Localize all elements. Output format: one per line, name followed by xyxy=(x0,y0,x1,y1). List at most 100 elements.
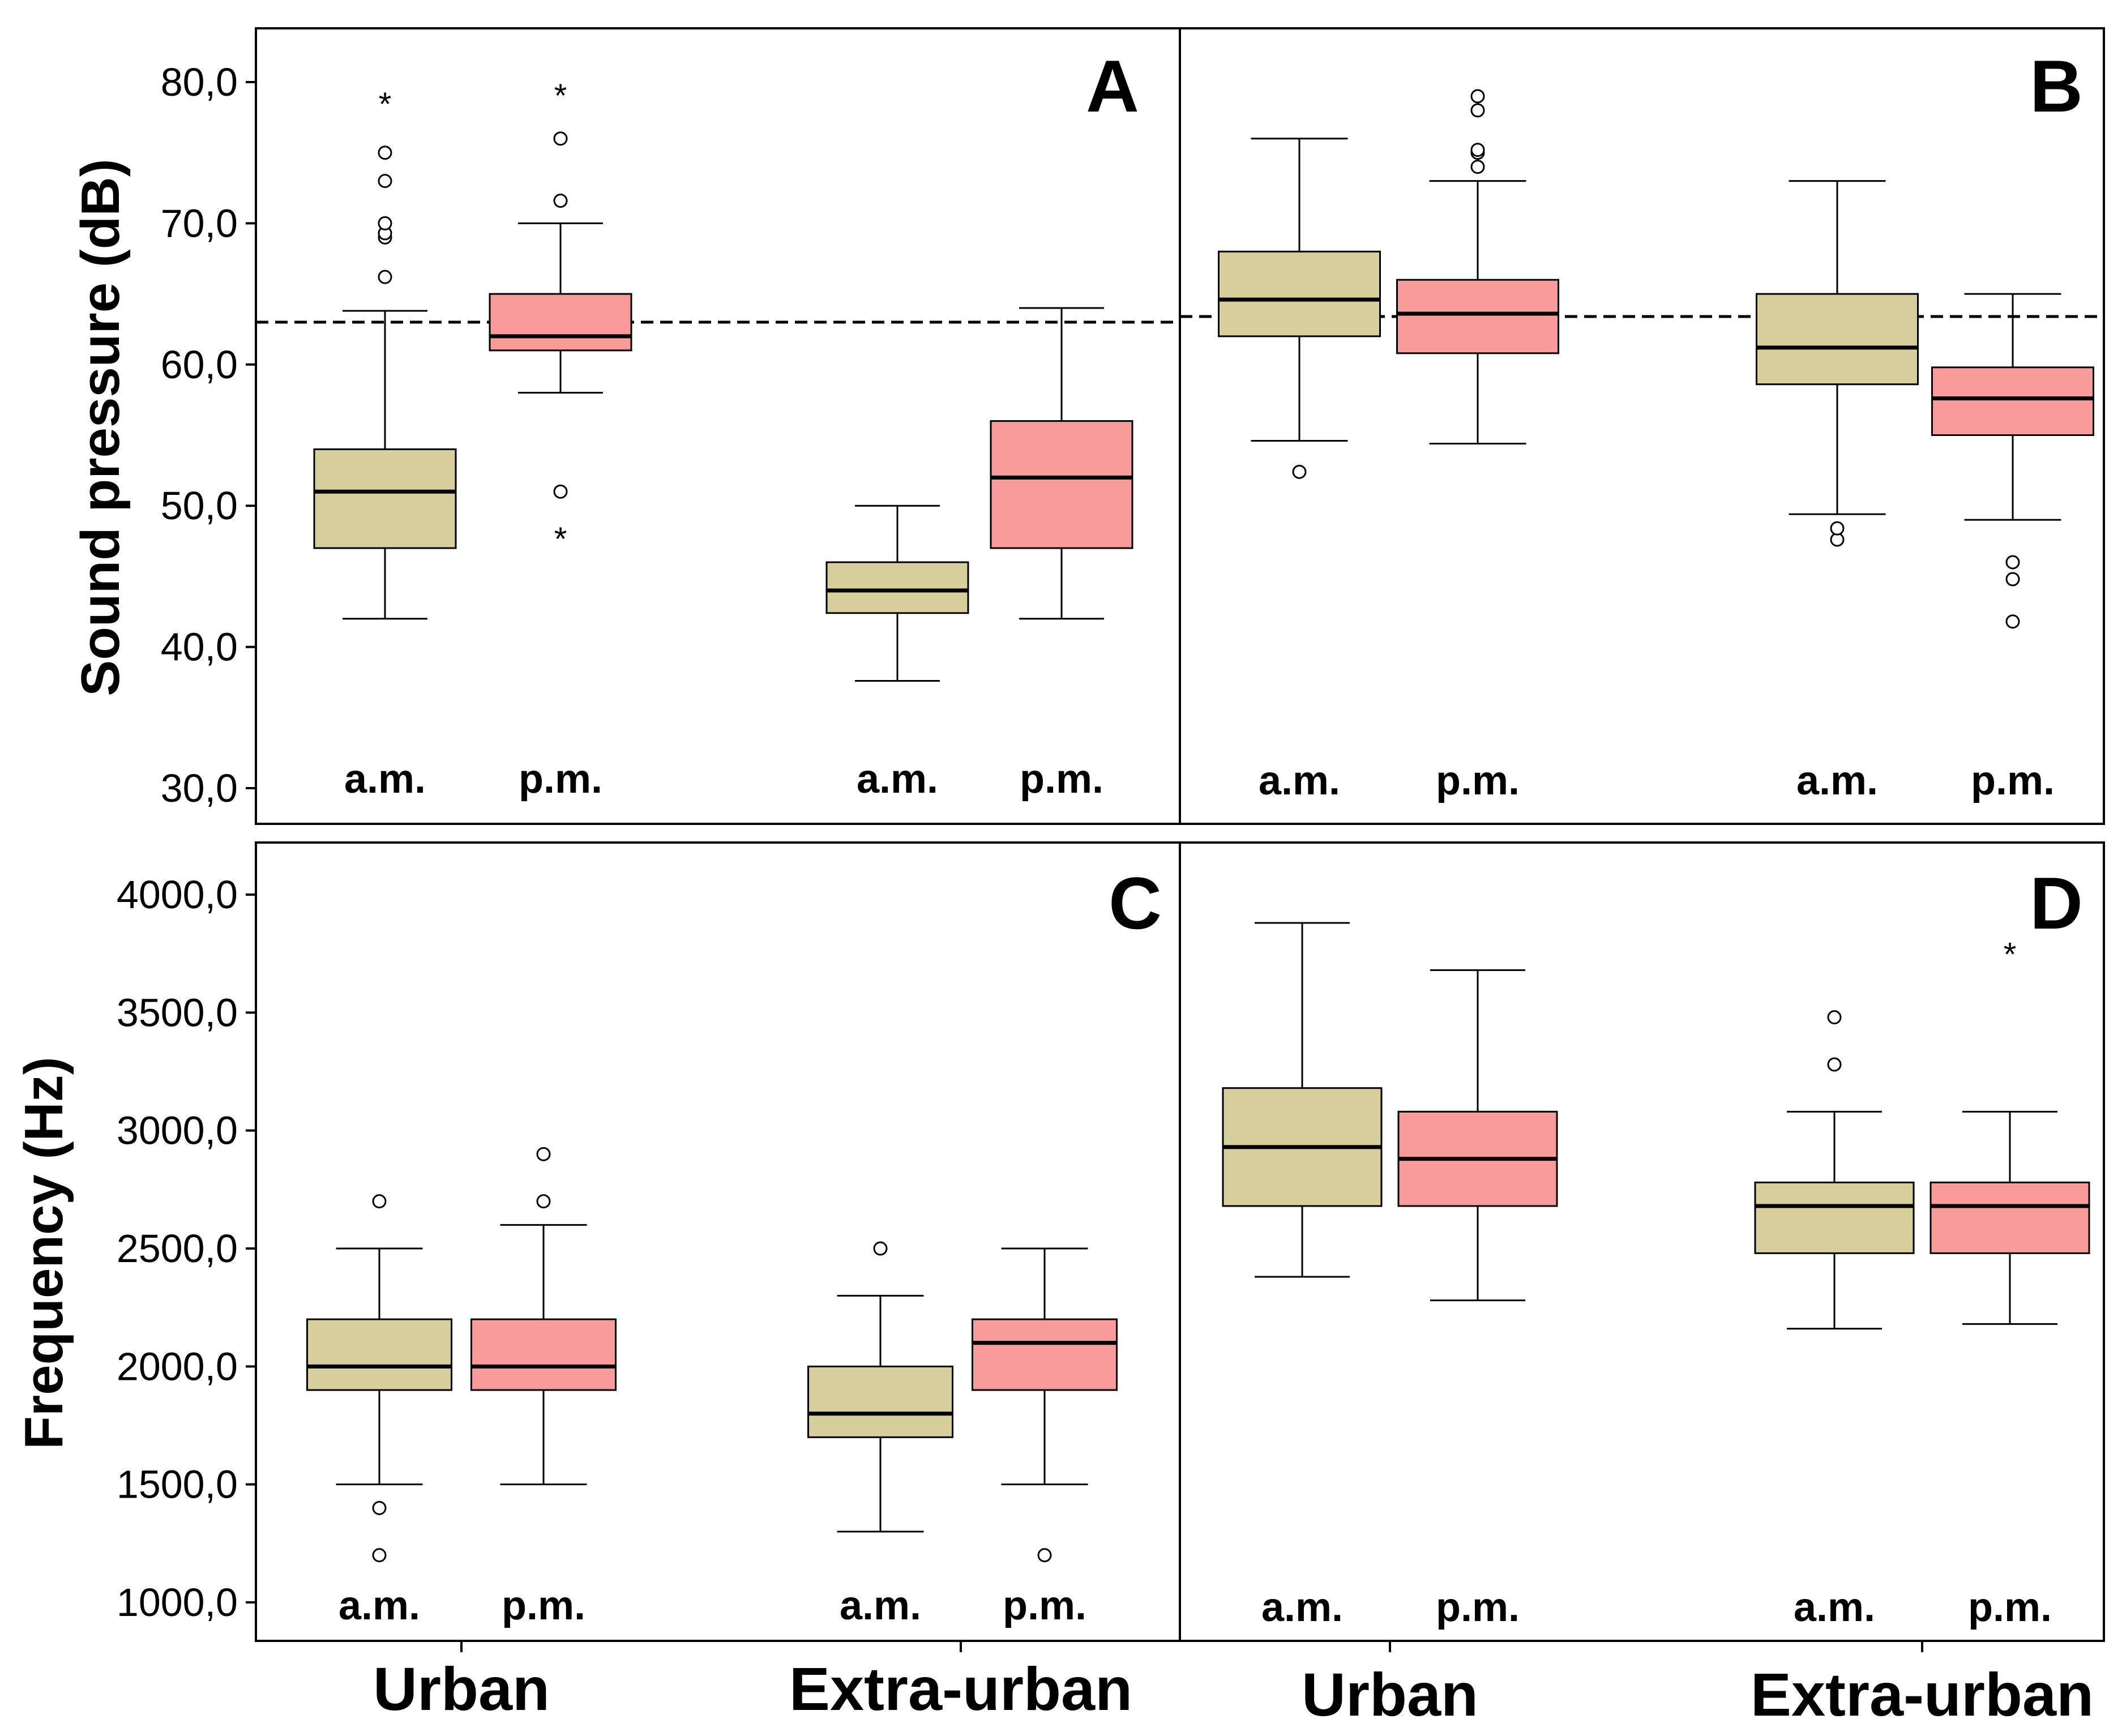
outlier-point xyxy=(1470,143,1485,157)
outlier-point xyxy=(2005,614,2020,629)
outlier-point xyxy=(1470,160,1485,174)
x-label-urban-left: Urban xyxy=(373,1654,550,1723)
outlier-point xyxy=(378,146,392,160)
y-tick-label: 3500,0 xyxy=(117,990,238,1034)
group-label: a.m. xyxy=(1261,1585,1343,1630)
outlier-point xyxy=(1830,521,1845,536)
panel-a: 30,0 40,0 50,0 60,0 70,0 80,0 * a.m. * * p.m. a.m. p… xyxy=(161,45,1180,810)
box-group-a-extra-urban-am: a.m. xyxy=(825,504,969,802)
box-group-a-urban-am: * a.m. xyxy=(313,86,457,802)
box-group-b-urban-pm: p.m. xyxy=(1396,89,1559,803)
box-group-d-urban-am: a.m. xyxy=(1222,922,1383,1630)
outlier-point xyxy=(553,131,568,146)
panel-letter-d: D xyxy=(2030,862,2083,944)
y-tick-label: 70,0 xyxy=(161,201,238,245)
box-b-urban-pm xyxy=(1396,279,1559,354)
outlier-point xyxy=(1827,1010,1842,1025)
box-group-b-urban-am: a.m. xyxy=(1218,138,1381,803)
group-label: p.m. xyxy=(1436,758,1520,803)
y-tick-label: 40,0 xyxy=(161,625,238,669)
box-group-c-urban-am: a.m. xyxy=(306,1194,452,1628)
group-label: a.m. xyxy=(1794,1585,1875,1630)
panel-c: 1000,0 1500,0 2000,0 2500,0 3000,0 3500,0 4000… xyxy=(117,862,1162,1628)
y-tick-label: 30,0 xyxy=(161,766,238,810)
group-label: a.m. xyxy=(840,1583,921,1628)
y-tick-label: 80,0 xyxy=(161,60,238,104)
extreme-point: * xyxy=(554,521,567,558)
panel-frame-b xyxy=(1179,27,2105,825)
outlier-point xyxy=(553,193,568,208)
extreme-point: * xyxy=(2004,937,2017,973)
box-a-urban-pm xyxy=(489,293,632,352)
panel-b: a.m. p.m. a.m. p.m. B xyxy=(1180,45,2104,803)
panel-letter-c: C xyxy=(1109,862,1162,944)
group-label: a.m. xyxy=(1259,758,1340,803)
group-label: p.m. xyxy=(1020,756,1103,802)
box-c-extra-urban-am xyxy=(807,1365,953,1438)
box-a-urban-am xyxy=(313,448,457,549)
extreme-point: * xyxy=(379,86,392,123)
y-tick-label: 50,0 xyxy=(161,484,238,528)
y-tick-label: 2500,0 xyxy=(117,1226,238,1271)
outlier-point xyxy=(553,484,568,499)
panel-frame-c xyxy=(255,841,1181,1642)
box-group-a-extra-urban-pm: p.m. xyxy=(990,307,1133,802)
panel-letter-a: A xyxy=(1086,45,1139,127)
group-label: p.m. xyxy=(519,756,602,802)
group-label: p.m. xyxy=(1436,1585,1520,1630)
box-b-extra-urban-pm xyxy=(1931,366,2094,437)
box-group-c-urban-pm: p.m. xyxy=(470,1147,617,1628)
y-tick-label: 60,0 xyxy=(161,343,238,387)
box-group-b-extra-urban-am: a.m. xyxy=(1756,180,1919,803)
box-group-d-extra-urban-pm: * p.m. xyxy=(1930,937,2090,1630)
box-a-extra-urban-am xyxy=(825,561,969,614)
outlier-point xyxy=(2005,555,2020,570)
outlier-point xyxy=(873,1241,888,1256)
x-label-extra-urban-right: Extra-urban xyxy=(1751,1660,2094,1729)
group-label: a.m. xyxy=(1796,758,1878,803)
panel-letter-b: B xyxy=(2030,45,2083,127)
outlier-point xyxy=(1470,103,1485,118)
group-label: p.m. xyxy=(1968,1585,2052,1630)
x-label-urban-right: Urban xyxy=(1302,1660,1478,1729)
group-label: a.m. xyxy=(857,756,938,802)
group-label: a.m. xyxy=(344,756,426,802)
outlier-point xyxy=(536,1147,551,1161)
box-d-extra-urban-am xyxy=(1754,1181,1915,1254)
outlier-point xyxy=(1827,1057,1842,1072)
box-group-c-extra-urban-am: a.m. xyxy=(807,1241,953,1628)
group-label: a.m. xyxy=(339,1583,420,1628)
outlier-point xyxy=(378,216,392,230)
y-axis-title-frequency: Frequency (Hz) xyxy=(14,1057,74,1449)
outlier-point xyxy=(536,1194,551,1209)
box-b-urban-am xyxy=(1218,250,1381,337)
box-group-a-urban-pm: * * p.m. xyxy=(489,78,632,802)
box-c-urban-am xyxy=(306,1318,452,1391)
outlier-point xyxy=(1470,89,1485,104)
outlier-point xyxy=(372,1500,387,1515)
outlier-point xyxy=(378,174,392,189)
box-c-extra-urban-pm xyxy=(972,1318,1118,1391)
box-group-d-urban-pm: p.m. xyxy=(1397,969,1558,1630)
group-label: p.m. xyxy=(502,1583,585,1628)
box-a-extra-urban-pm xyxy=(990,420,1133,549)
x-label-extra-urban-left: Extra-urban xyxy=(789,1654,1132,1723)
y-tick-label: 3000,0 xyxy=(117,1109,238,1153)
outlier-point xyxy=(1037,1548,1052,1563)
box-group-d-extra-urban-am: a.m. xyxy=(1754,1010,1915,1630)
box-group-b-extra-urban-pm: p.m. xyxy=(1931,293,2094,803)
y-axis-title-sound-pressure: Sound pressure (dB) xyxy=(70,159,131,696)
group-label: p.m. xyxy=(1971,758,2055,803)
outlier-point xyxy=(372,1548,387,1563)
outlier-point xyxy=(1292,464,1307,479)
box-c-urban-pm xyxy=(470,1318,617,1391)
box-b-extra-urban-am xyxy=(1756,293,1919,386)
box-group-c-extra-urban-pm: p.m. xyxy=(972,1247,1118,1628)
group-label: p.m. xyxy=(1003,1583,1086,1628)
panel-frame-d xyxy=(1179,841,2105,1642)
panel-d: a.m. p.m. a.m. * p.m. D xyxy=(1222,862,2090,1630)
y-tick-label: 1500,0 xyxy=(117,1463,238,1507)
extreme-point: * xyxy=(554,78,567,114)
outlier-point xyxy=(372,1194,387,1209)
